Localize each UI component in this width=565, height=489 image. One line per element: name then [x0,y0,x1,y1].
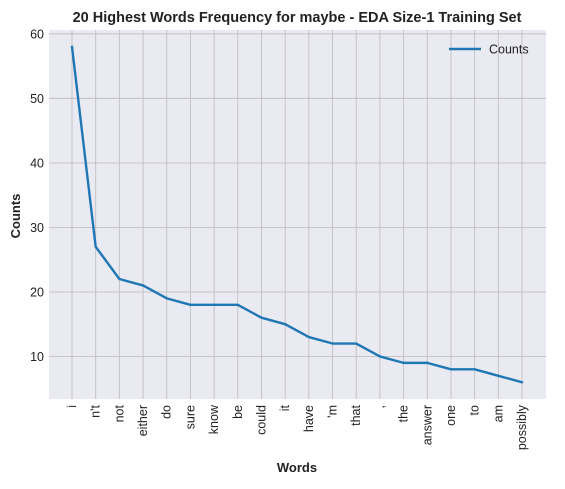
x-gridlines [71,30,523,399]
data-point [378,355,382,358]
x-tick-label: am [491,405,505,422]
series-group [70,45,524,384]
series-line [70,45,524,384]
data-point [520,381,524,384]
data-point [426,361,429,365]
data-point [189,303,192,307]
data-point [236,303,239,307]
x-tick-label: know [207,404,221,434]
x-tick-label: 'm [326,405,340,418]
x-tick-label: one [444,405,458,426]
data-point [331,342,334,345]
data-point [449,368,453,371]
y-axis-ticks: 10 20 30 40 50 60 [30,27,44,364]
x-tick-label: sure [183,405,197,429]
legend: Counts [449,43,529,57]
x-tick-label: to [468,405,482,415]
x-tick-label: not [112,404,126,422]
x-tick-label: that [349,404,363,425]
x-tick-label: do [160,405,174,419]
x-tick-label: the [397,405,411,422]
y-tick-label: 40 [30,156,44,170]
y-tick-label: 60 [30,27,44,41]
legend-label: Counts [489,43,529,57]
data-point [283,322,287,326]
y-tick-label: 10 [30,350,44,364]
y-axis-label: Counts [8,194,23,239]
x-tick-label: could [254,405,268,435]
x-axis-label: Words [277,460,317,475]
x-tick-label: either [136,405,150,436]
data-point [94,245,97,248]
x-tick-label: i [65,405,79,408]
data-point [307,335,311,339]
x-tick-label: it [278,404,292,411]
data-point [165,297,168,300]
x-axis-ticks: i n't not either do sure know be could it have 'm th… [65,404,529,450]
y-tick-label: 20 [30,285,44,299]
x-tick-label: , [373,405,387,408]
y-gridlines [49,33,546,357]
chart-title: 20 Highest Words Frequency for maybe - E… [73,10,522,26]
data-point [355,342,358,345]
data-point [497,374,500,377]
data-point [212,303,216,307]
x-tick-label: possibly [515,404,529,450]
data-point [473,368,476,371]
data-point [118,277,121,281]
data-point [70,45,74,48]
x-tick-label: have [302,405,316,432]
x-tick-label: answer [420,405,434,445]
y-tick-label: 30 [30,221,44,235]
data-point [260,316,263,319]
data-point [402,361,405,365]
x-tick-label: n't [89,404,103,417]
y-tick-label: 50 [30,92,44,106]
x-tick-label: be [231,405,245,419]
data-point [141,284,145,287]
plot-area [49,30,546,399]
